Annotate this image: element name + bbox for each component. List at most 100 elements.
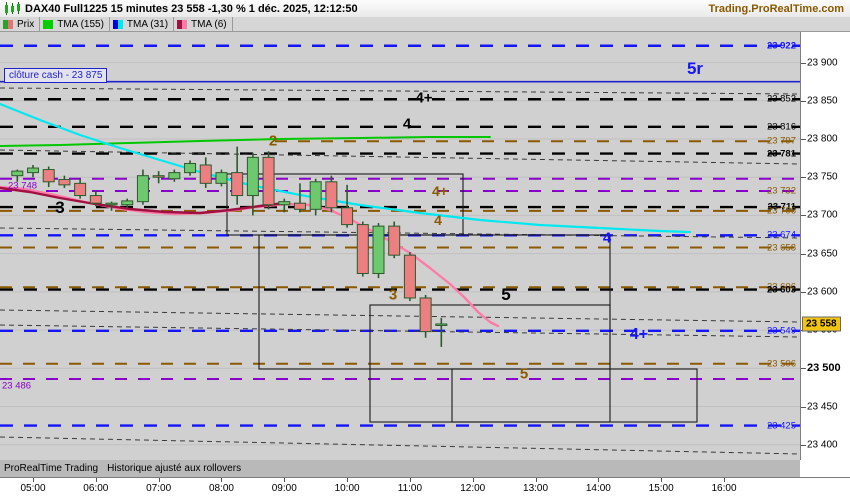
time-tick <box>347 478 349 482</box>
chart-annotation: 5 <box>501 285 511 304</box>
price-tick <box>801 177 806 179</box>
line-swatch-icon <box>43 19 54 29</box>
price-level-tag: 23 549 <box>766 325 796 337</box>
price-level-tag: 23 797 <box>766 135 796 147</box>
legend-label: TMA (6) <box>191 18 227 30</box>
price-tick <box>801 406 806 408</box>
time-tick-label: 07:00 <box>146 483 172 494</box>
time-tick-label: 13:00 <box>523 483 549 494</box>
price-level-tag: 23 658 <box>766 242 796 254</box>
price-level-tag: 23 816 <box>766 121 796 133</box>
brand-label: Trading.ProRealTime.com <box>708 2 844 15</box>
chart-annotation: 5 <box>519 365 529 383</box>
legend-item-tma-6[interactable]: TMA (6) <box>174 17 233 31</box>
chart-canvas <box>0 44 800 455</box>
chart-annotation: 4+ <box>629 326 649 343</box>
price-tick <box>801 253 806 255</box>
time-tick <box>472 478 474 482</box>
price-level-tag: 23 606 <box>766 281 796 293</box>
chart-annotation: 2 <box>268 132 278 150</box>
price-level-tag: 23 603 <box>766 284 796 296</box>
price-level-tag: 23 711 <box>767 201 796 213</box>
price-level-tag: 23 748 <box>8 180 38 192</box>
time-tick-label: 16:00 <box>711 483 737 494</box>
price-level-tag: 23 852 <box>766 93 796 105</box>
price-axis[interactable]: 23 900 23 850 23 800 23 750 23 700 23 650 23 6… <box>800 32 850 460</box>
status-filler <box>800 460 850 477</box>
legend-item-prix[interactable]: Prix <box>0 17 41 31</box>
time-tick <box>95 478 97 482</box>
price-tick-label: 23 900 <box>807 57 838 69</box>
price-level-tag: 23 506 <box>766 358 796 370</box>
price-tick-label: 23 750 <box>807 171 838 183</box>
chart-annotation: 3 <box>388 286 398 304</box>
price-tick-label: 23 500 <box>807 362 841 375</box>
time-tick-label: 14:00 <box>585 483 611 494</box>
chart-annotation: 4+ <box>432 183 448 199</box>
price-tick <box>801 100 806 102</box>
time-tick <box>409 478 411 482</box>
price-tick <box>801 139 806 140</box>
price-tick <box>801 444 806 446</box>
price-tick-label: 23 650 <box>807 248 838 260</box>
price-tick-label: 23 600 <box>807 286 838 298</box>
last-price-tag: 23 558 <box>802 316 841 332</box>
status-right: Historique ajusté aux rollovers <box>107 463 242 474</box>
chart-annotation: 4 <box>602 229 612 247</box>
chart-annotation: 4+ <box>415 89 433 107</box>
line-swatch-icon <box>112 19 123 29</box>
time-tick <box>535 478 537 482</box>
time-tick <box>724 478 725 482</box>
time-tick-label: 10:00 <box>334 483 360 494</box>
price-tick-label: 23 850 <box>807 95 838 107</box>
price-tick <box>801 291 806 293</box>
price-level-tag: 23 706 <box>766 205 796 217</box>
legend-label: TMA (31) <box>126 18 169 30</box>
time-tick-label: 09:00 <box>271 483 297 494</box>
price-level-tag: 23 486 <box>2 380 32 392</box>
chart-annotation: 3 <box>55 198 65 217</box>
time-tick-label: 12:00 <box>460 483 486 494</box>
cloture-cash-label: clôture cash - 23 875 <box>4 67 108 83</box>
price-tick-label: 23 800 <box>807 133 838 145</box>
price-tick-label: 23 400 <box>807 439 838 451</box>
price-tick-label: 23 450 <box>807 401 838 412</box>
chart-annotation: 4 <box>434 212 442 228</box>
legend-label: TMA (155) <box>57 18 104 30</box>
time-tick-label: 08:00 <box>208 483 234 494</box>
price-level-tag: 23 781 <box>766 148 796 160</box>
time-tick <box>221 478 223 482</box>
page-title: DAX40 Full1225 15 minutes 23 558 -1,30 %… <box>25 2 358 15</box>
time-tick-label: 06:00 <box>83 483 109 494</box>
status-bar: ProRealTime Trading Historique ajusté au… <box>0 460 800 477</box>
price-tick <box>801 62 806 64</box>
time-tick <box>598 478 600 482</box>
legend-item-tma-155[interactable]: TMA (155) <box>40 17 110 31</box>
legend-label: Prix <box>17 18 35 30</box>
price-tick <box>801 368 806 370</box>
status-left: ProRealTime Trading <box>4 463 99 474</box>
time-tick <box>33 478 34 482</box>
legend-bar: Prix TMA (155) TMA (31) TMA (6) <box>0 17 850 32</box>
time-tick-label: 15:00 <box>648 483 674 494</box>
candlestick-icon <box>3 1 25 16</box>
price-level-tag: 23 732 <box>766 185 796 197</box>
title-bar: DAX40 Full1225 15 minutes 23 558 -1,30 %… <box>0 0 850 18</box>
time-tick <box>661 478 663 482</box>
price-tick <box>801 215 806 217</box>
time-tick-label: 11:00 <box>397 483 423 494</box>
chart-plot-area[interactable]: clôture cash - 23 875 5r 4+ 4 2 3 4+ 4 4 3 5 4+ 5 23… <box>0 32 800 460</box>
chart-annotation: 5r <box>686 59 704 78</box>
chart-annotation: 4 <box>402 115 412 133</box>
line-swatch-icon <box>177 19 188 29</box>
price-level-tag: 23 425 <box>766 420 796 432</box>
time-tick <box>158 478 160 482</box>
time-tick <box>284 478 286 482</box>
time-axis[interactable]: 05:00 06:00 07:00 08:00 09:00 10:00 11:00 12:00… <box>0 477 850 501</box>
candle-swatch-icon <box>3 19 13 29</box>
price-level-tag: 23 674 <box>766 229 796 241</box>
time-tick-label: 05:00 <box>20 483 46 494</box>
legend-item-tma-31[interactable]: TMA (31) <box>110 17 175 31</box>
price-level-tag: 23 922 <box>766 40 796 52</box>
